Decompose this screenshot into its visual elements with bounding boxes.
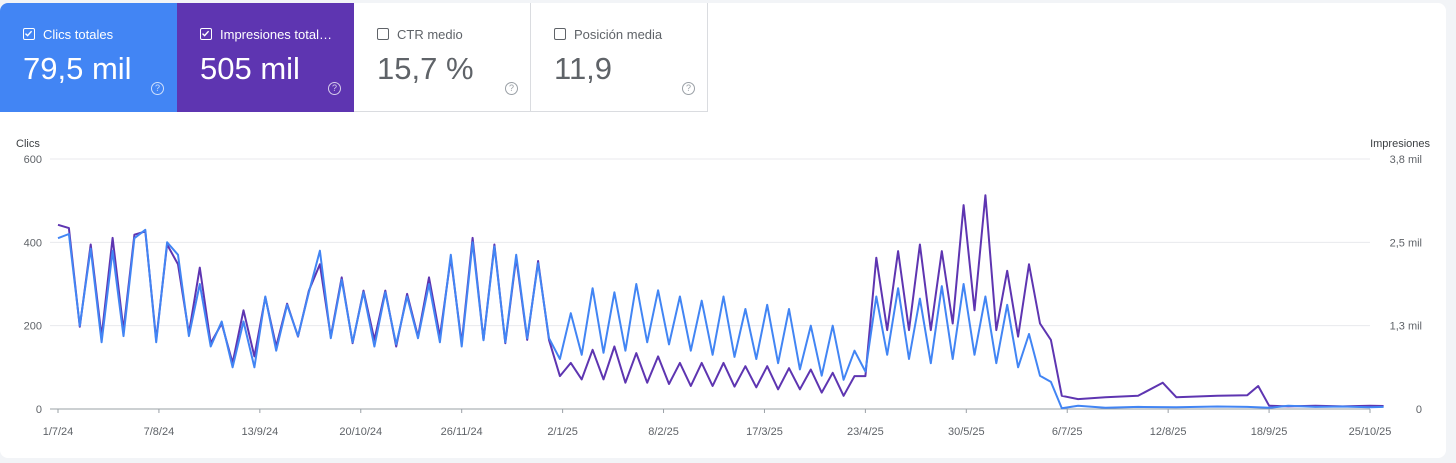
right-axis-tick-label: 0 [1416,404,1422,416]
checkmark-icon [25,30,33,37]
impressions-label: Impresiones total… [220,27,332,42]
ctr-value: 15,7 % [377,51,474,86]
help-icon[interactable]: ? [682,82,695,95]
x-axis-tick-label: 12/8/25 [1150,426,1187,438]
performance-chart[interactable]: 0 0 200 1,3 mil 400 2,5 mil 600 3,8 mil 1/7/24 7/… [0,153,1446,443]
metric-ctr[interactable]: CTR medio 15,7 % ? [354,3,531,112]
left-axis-tick-label: 400 [24,237,42,249]
right-axis-tick-label: 1,3 mil [1390,321,1422,333]
help-icon[interactable]: ? [505,82,518,95]
impressions-checkbox-icon[interactable] [200,28,212,40]
x-axis-tick-label: 20/10/24 [339,426,382,438]
right-axis-tick-label: 2,5 mil [1390,237,1422,249]
x-axis-tick-label: 13/9/24 [241,426,278,438]
checkmark-icon [202,30,210,37]
clicks-label: Clics totales [43,27,114,42]
x-axis-tick-label: 7/8/24 [144,426,175,438]
help-icon[interactable]: ? [328,82,341,95]
x-axis-tick-label: 8/2/25 [648,426,679,438]
ctr-label: CTR medio [397,27,463,42]
x-axis-tick-label: 23/4/25 [847,426,884,438]
left-axis-tick-label: 200 [24,321,42,333]
position-checkbox-icon[interactable] [554,28,566,40]
x-axis-tick-label: 26/11/24 [441,426,483,438]
position-label: Posición media [574,27,663,42]
right-axis-tick-label: 3,8 mil [1390,154,1422,166]
help-icon[interactable]: ? [151,82,164,95]
metric-tabs: Clics totales 79,5 mil ? Impresiones tot… [0,3,708,112]
clicks-checkbox-icon[interactable] [23,28,35,40]
x-axis-tick-label: 17/3/25 [746,426,783,438]
impressions-value: 505 mil [200,51,300,86]
x-axis-tick-label: 6/7/25 [1052,426,1083,438]
clicks-value: 79,5 mil [23,51,132,86]
left-axis-tick-label: 600 [24,154,42,166]
metric-impressions[interactable]: Impresiones total… 505 mil ? [177,3,354,112]
x-axis-tick-label: 2/1/25 [547,426,578,438]
metric-position[interactable]: Posición media 11,9 ? [531,3,708,112]
position-value: 11,9 [554,51,613,86]
x-axis-tick-label: 1/7/24 [43,426,74,438]
impressions-series-line [57,194,1384,408]
right-axis-title: Impresiones [1370,138,1430,150]
x-axis-tick-label: 18/9/25 [1251,426,1288,438]
x-axis-tick-label: 30/5/25 [948,426,985,438]
left-axis-title: Clics [16,138,40,150]
x-axis-tick-label: 25/10/25 [1349,426,1392,438]
performance-card: Clics totales 79,5 mil ? Impresiones tot… [0,3,1446,458]
ctr-checkbox-icon[interactable] [377,28,389,40]
clicks-series-line [57,228,1384,410]
left-axis-tick-label: 0 [36,404,42,416]
metric-clicks[interactable]: Clics totales 79,5 mil ? [0,3,177,112]
